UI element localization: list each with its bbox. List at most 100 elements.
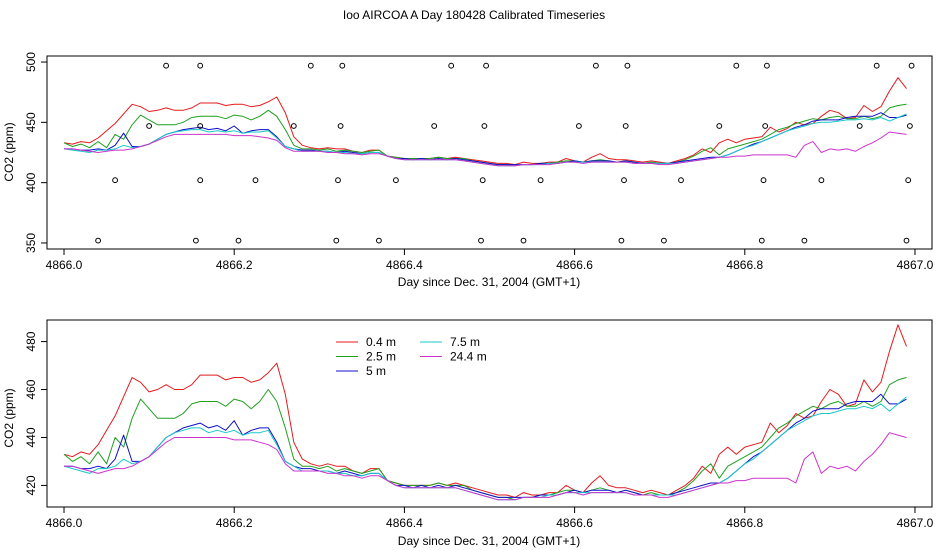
x-axis-label-top: Day since Dec. 31, 2004 (GMT+1) bbox=[398, 275, 580, 289]
data-point bbox=[593, 62, 599, 69]
data-point bbox=[197, 123, 204, 129]
x-tick-label: 4866.8 bbox=[726, 516, 763, 530]
data-point bbox=[661, 237, 667, 244]
chart-title: Ioo AIRCOA A Day 180428 Calibrated Times… bbox=[343, 8, 605, 22]
plot-frame-bottom bbox=[46, 319, 933, 508]
y-axis-bottom: 420 440 460 480 bbox=[24, 331, 47, 495]
legend-label: 7.5 m bbox=[450, 335, 480, 349]
x-tick-label: 4866.6 bbox=[556, 258, 593, 272]
x-tick-label: 4866.0 bbox=[46, 516, 83, 530]
series-line-7-5-m-top bbox=[63, 113, 907, 167]
data-point bbox=[483, 62, 490, 69]
data-point bbox=[537, 177, 544, 184]
data-point bbox=[197, 62, 204, 69]
y-tick-label: 400 bbox=[24, 172, 38, 192]
data-point bbox=[337, 123, 344, 129]
x-tick-label: 4867.0 bbox=[897, 258, 934, 272]
data-point bbox=[576, 123, 582, 129]
data-point bbox=[762, 123, 769, 129]
data-point bbox=[856, 123, 863, 129]
data-point bbox=[112, 177, 118, 184]
data-point bbox=[478, 237, 484, 244]
series-line-5-m-bottom bbox=[64, 393, 907, 498]
data-point bbox=[193, 237, 199, 244]
y-axis-top: 350 400 450 500 bbox=[24, 52, 47, 253]
data-point bbox=[520, 237, 527, 244]
data-point bbox=[235, 237, 242, 244]
y-axis-label-bottom: CO2 (ppm) bbox=[2, 388, 16, 447]
x-tick-label: 4866.4 bbox=[386, 258, 423, 272]
series-line-24-4-m-top bbox=[64, 131, 907, 167]
data-point bbox=[163, 62, 170, 69]
y-tick-label: 450 bbox=[24, 112, 38, 132]
y-tick-label: 460 bbox=[24, 379, 38, 399]
data-points-top bbox=[95, 62, 915, 244]
x-tick-label: 4866.6 bbox=[556, 516, 593, 530]
data-point bbox=[621, 177, 627, 184]
legend: 0.4 m2.5 m5 m 7.5 m24.4 m bbox=[336, 335, 487, 378]
x-tick-label: 4866.2 bbox=[216, 516, 253, 530]
series-line-2-5-m-top bbox=[63, 103, 907, 167]
panel-top: 4866.0 4866.2 4866.4 4866.6 4866.8 4867.0 350… bbox=[2, 52, 934, 289]
series-line-24-4-m-bottom bbox=[64, 432, 907, 501]
data-point bbox=[908, 62, 915, 69]
series-line-0-4-m-bottom bbox=[63, 324, 907, 498]
legend-label: 5 m bbox=[366, 364, 386, 378]
data-point bbox=[448, 62, 455, 69]
series-line-5-m-top bbox=[64, 112, 907, 166]
data-point bbox=[95, 237, 101, 244]
y-tick-label: 500 bbox=[24, 52, 38, 72]
x-tick-label: 4866.0 bbox=[46, 258, 83, 272]
data-point bbox=[481, 123, 488, 129]
data-point bbox=[907, 123, 913, 129]
data-point bbox=[146, 123, 153, 129]
data-point bbox=[339, 62, 346, 69]
x-tick-label: 4866.4 bbox=[386, 516, 423, 530]
data-point bbox=[622, 123, 629, 129]
data-point bbox=[716, 123, 723, 129]
series-lines-top bbox=[63, 77, 907, 167]
data-point bbox=[758, 237, 765, 244]
data-point bbox=[290, 123, 297, 129]
data-point bbox=[393, 177, 399, 184]
series-line-0-4-m-top bbox=[63, 77, 907, 166]
panel-bottom: 4866.0 4866.2 4866.4 4866.6 4866.8 4867.0 420… bbox=[2, 319, 934, 548]
series-lines-bottom bbox=[63, 324, 907, 501]
x-tick-label: 4866.2 bbox=[216, 258, 253, 272]
data-point bbox=[335, 177, 341, 184]
y-tick-label: 440 bbox=[24, 427, 38, 447]
data-point bbox=[252, 177, 259, 184]
y-tick-label: 420 bbox=[24, 475, 38, 495]
x-axis-top: 4866.0 4866.2 4866.4 4866.6 4866.8 4867.0 bbox=[46, 249, 934, 272]
data-point bbox=[801, 237, 808, 244]
data-point bbox=[903, 237, 910, 244]
y-tick-label: 480 bbox=[24, 331, 38, 351]
data-point bbox=[197, 177, 204, 184]
y-axis-label-top: CO2 (ppm) bbox=[2, 122, 16, 181]
data-point bbox=[760, 177, 767, 184]
legend-label: 24.4 m bbox=[450, 350, 487, 364]
legend-label: 2.5 m bbox=[366, 350, 396, 364]
series-line-7-5-m-bottom bbox=[63, 396, 907, 501]
data-point bbox=[431, 123, 438, 129]
legend-label: 0.4 m bbox=[366, 335, 396, 349]
data-point bbox=[618, 237, 625, 244]
data-point bbox=[818, 177, 825, 184]
data-point bbox=[873, 62, 880, 69]
series-line-2-5-m-bottom bbox=[63, 377, 907, 501]
data-point bbox=[376, 237, 382, 244]
data-point bbox=[678, 177, 684, 184]
plot-frame-top bbox=[46, 55, 933, 250]
data-point bbox=[333, 237, 340, 244]
y-tick-label: 350 bbox=[24, 233, 38, 253]
x-tick-label: 4867.0 bbox=[897, 516, 934, 530]
data-point bbox=[479, 177, 486, 184]
x-axis-label-bottom: Day since Dec. 31, 2004 (GMT+1) bbox=[398, 534, 580, 548]
data-point bbox=[733, 62, 740, 69]
data-point bbox=[307, 62, 314, 69]
data-point bbox=[624, 62, 631, 69]
x-axis-bottom: 4866.0 4866.2 4866.4 4866.6 4866.8 4867.0 bbox=[46, 507, 934, 530]
x-tick-label: 4866.8 bbox=[726, 258, 763, 272]
data-point bbox=[905, 177, 912, 184]
